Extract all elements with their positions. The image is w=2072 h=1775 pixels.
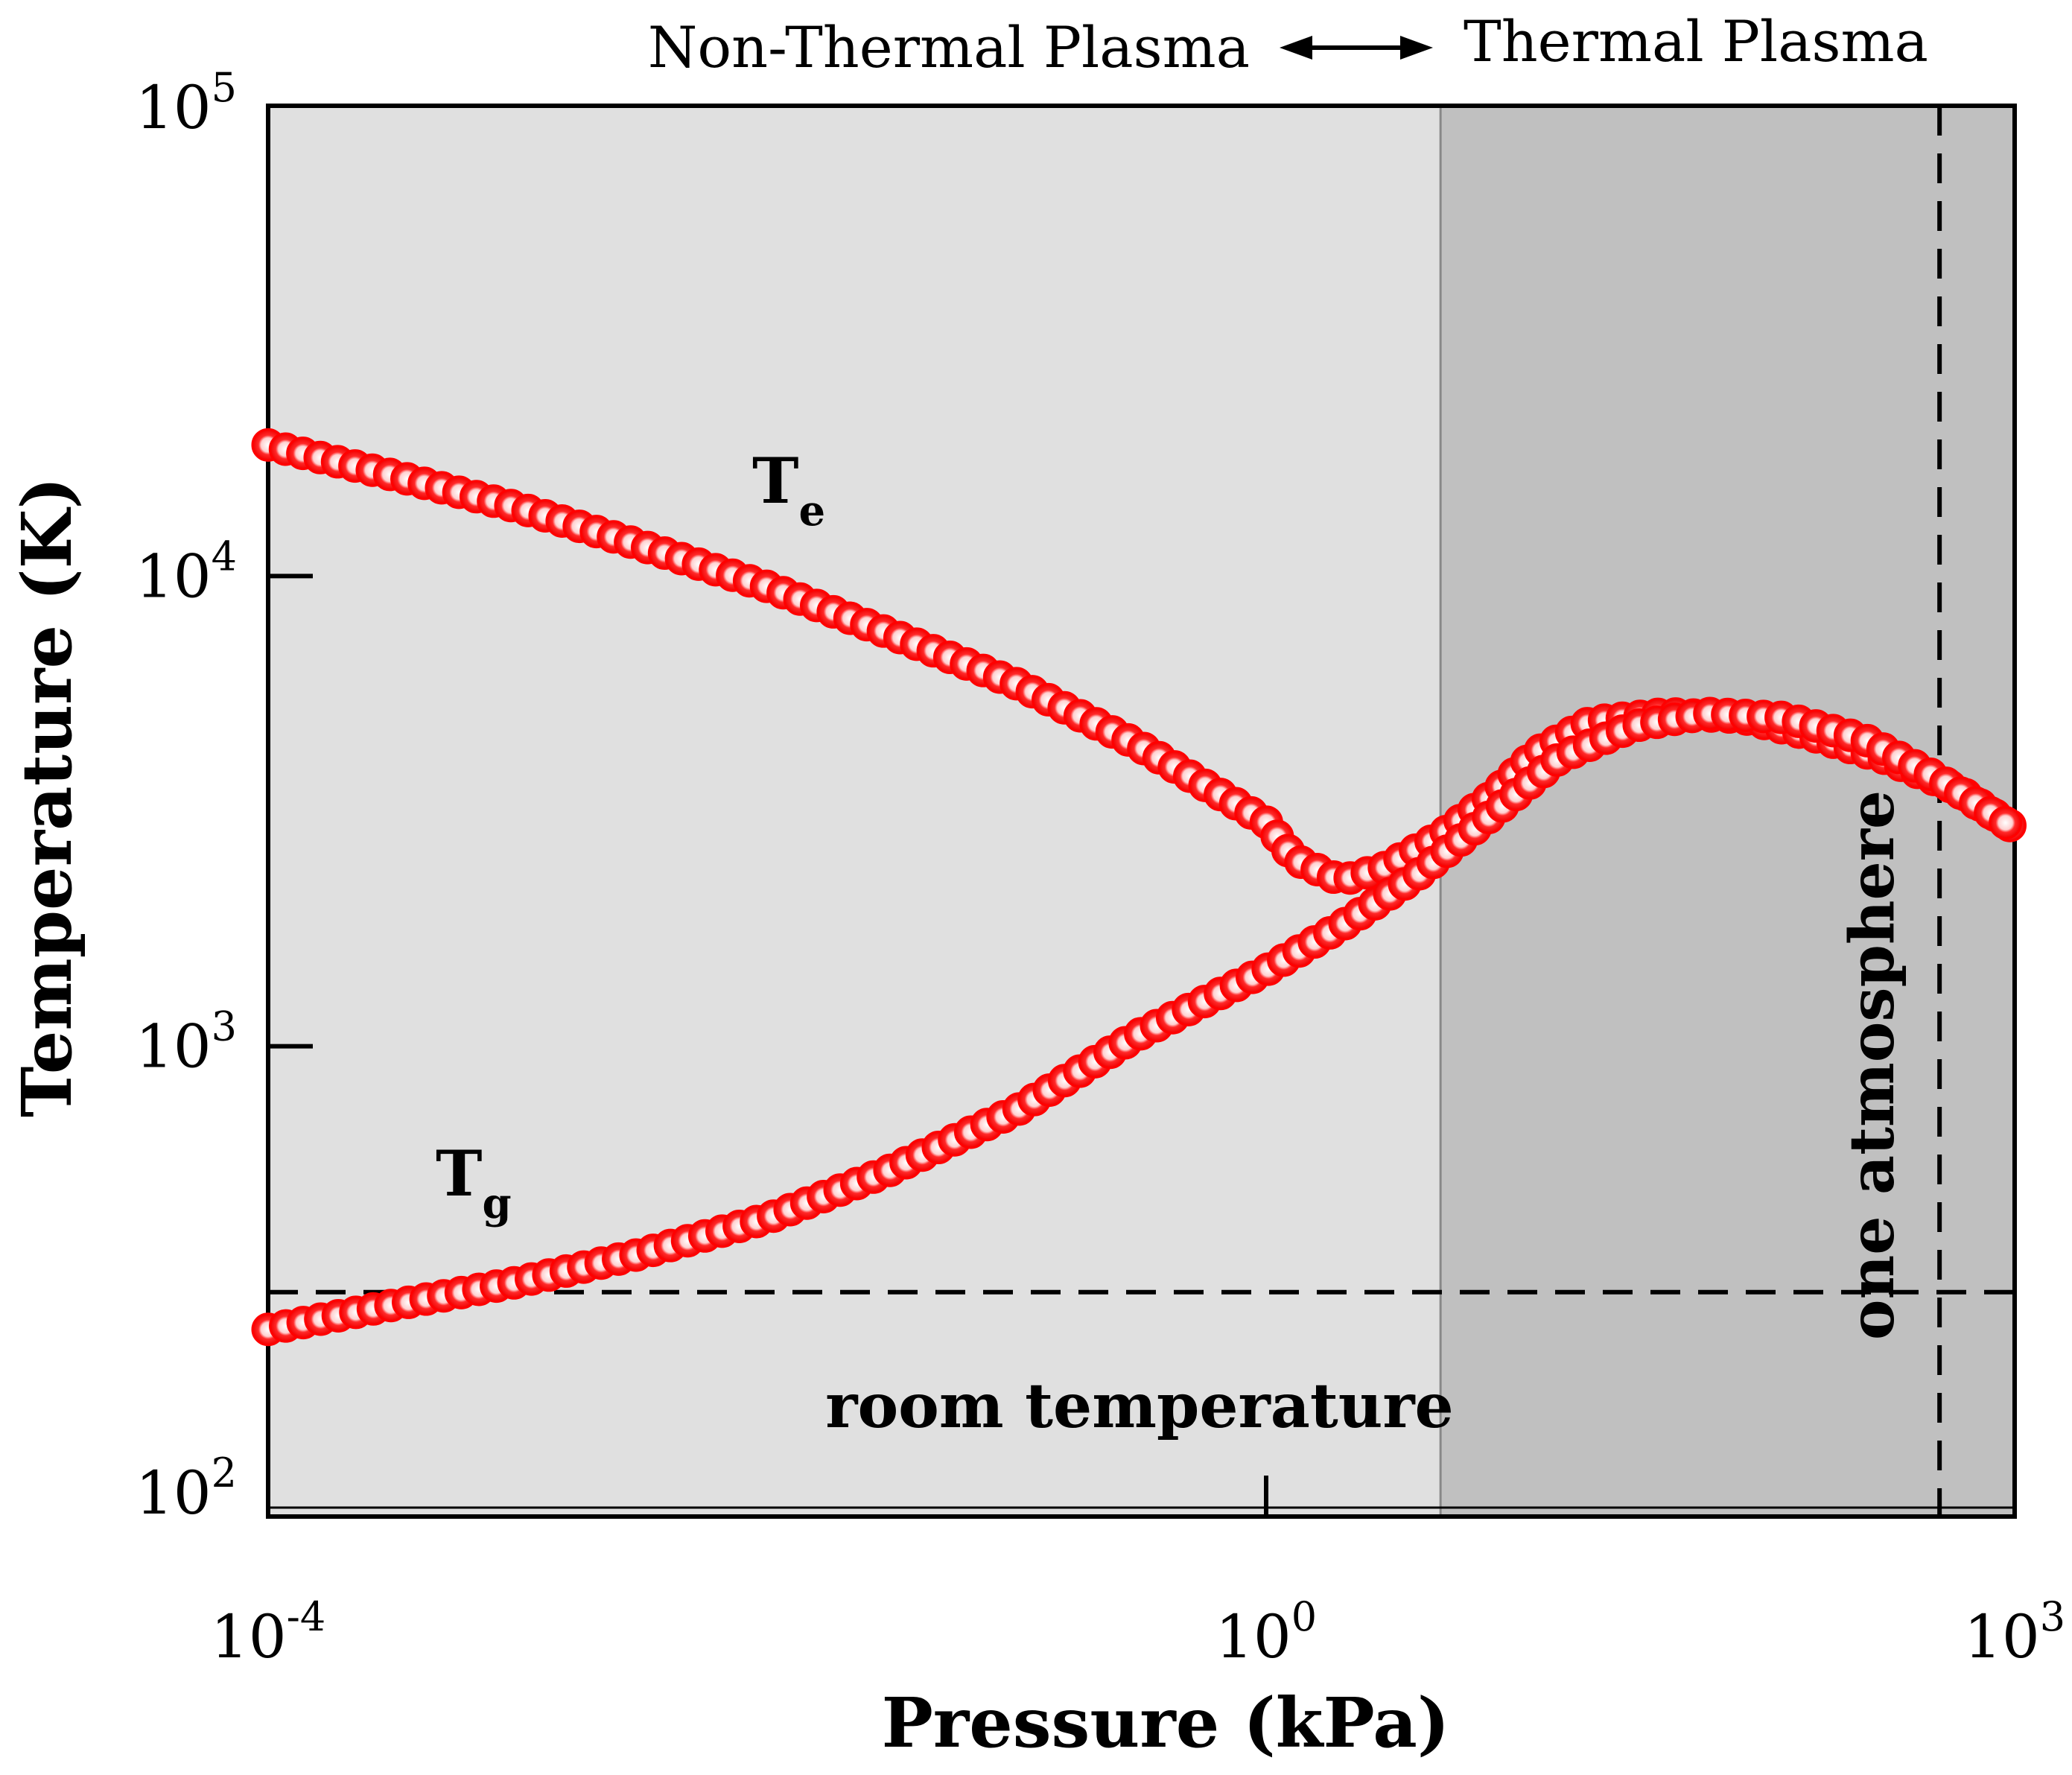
x-tick-label: 10-4	[211, 1593, 325, 1671]
x-tick-label: 100	[1215, 1593, 1317, 1671]
region-thermal	[1440, 106, 2015, 1517]
tick-marks	[268, 574, 1268, 1517]
y-axis-title: Temperature (K)	[7, 477, 87, 1117]
y-tick-label: 103	[136, 1003, 237, 1082]
series-label-te-sub: e	[799, 486, 826, 536]
thermal-plasma-label: Thermal Plasma	[1464, 8, 1928, 74]
y-tick-label: 102	[136, 1449, 237, 1528]
one-atmosphere-label: one atmosphere	[1837, 790, 1908, 1340]
y-tick-label: 104	[136, 533, 237, 611]
y-tick-label: 105	[136, 64, 237, 142]
region-double-arrow	[1280, 36, 1433, 60]
series-label-te: Te	[752, 444, 825, 536]
non-thermal-plasma-label: Non-Thermal Plasma	[648, 14, 1250, 80]
x-tick-label: 103	[1964, 1593, 2065, 1671]
marker-tg	[1989, 806, 2023, 840]
x-tick-labels: 10-4 100 103	[211, 1593, 2065, 1671]
x-axis-title: Pressure (kPa)	[882, 1683, 1450, 1763]
y-tick-labels: 102 103 104 105	[136, 64, 237, 1528]
room-temperature-label: room temperature	[825, 1371, 1453, 1442]
data-markers	[251, 428, 2027, 1347]
series-label-tg-sub: g	[483, 1179, 512, 1228]
series-label-tg: Tg	[436, 1137, 512, 1228]
